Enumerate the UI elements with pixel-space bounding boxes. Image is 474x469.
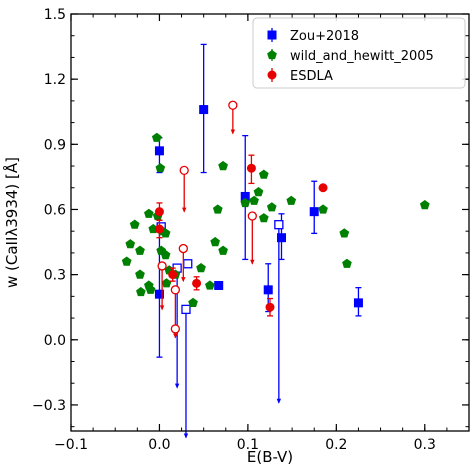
x-tick-label: 0.1 — [237, 437, 259, 453]
upper-limit-arrow — [230, 129, 236, 135]
data-point — [249, 195, 259, 205]
data-point — [266, 202, 277, 212]
y-tick-label: −0.3 — [32, 398, 66, 414]
y-tick-label: 0.0 — [44, 333, 66, 349]
data-point — [145, 284, 156, 294]
data-point — [170, 324, 181, 334]
data-point — [192, 278, 202, 288]
data-point — [183, 259, 193, 269]
legend-box — [252, 17, 466, 89]
data-point — [246, 163, 256, 173]
y-axis-label: w (CaIIλ3934) [Å] — [2, 157, 21, 288]
y-tick-label: 0.3 — [44, 268, 66, 284]
data-point — [339, 228, 350, 238]
data-point — [181, 304, 191, 315]
data-point — [247, 211, 257, 221]
x-axis-label: E(B-V) — [247, 448, 293, 466]
y-tick-label: 0.9 — [44, 137, 66, 153]
upper-limit-arrow — [173, 333, 178, 339]
legend-entry: Zou+2018 — [267, 28, 359, 44]
data-point — [276, 233, 286, 243]
legend-marker — [267, 49, 277, 60]
upper-limit-arrow — [174, 383, 180, 389]
data-point — [218, 160, 228, 171]
data-point — [258, 169, 269, 179]
data-point — [210, 236, 220, 247]
data-point — [136, 286, 146, 297]
data-point — [263, 285, 273, 295]
data-point — [212, 204, 223, 214]
data-point — [135, 269, 145, 279]
data-point — [205, 280, 215, 290]
x-tick-label: 0.3 — [414, 437, 436, 453]
data-point — [419, 200, 430, 210]
legend: Zou+2018 wild_and_hewitt_2005 ESDLA — [252, 17, 466, 89]
data-point — [199, 105, 209, 115]
data-point — [178, 243, 188, 254]
upper-limit-arrow — [183, 433, 189, 439]
data-point — [228, 100, 238, 110]
legend-label: wild_and_hewitt_2005 — [290, 49, 434, 64]
upper-limit-arrow — [182, 207, 187, 213]
x-tick-label: 0.0 — [148, 437, 170, 453]
data-point — [157, 261, 167, 271]
data-point — [154, 146, 164, 156]
axis-ticks: −0.1 0.0 0.1 0.2 0.3 −0.3 0.0 0.3 0.6 0.9 1.2 1.5 — [32, 7, 470, 453]
data-point — [144, 208, 154, 218]
data-point — [258, 213, 269, 223]
data-point — [135, 245, 145, 255]
data-point — [188, 297, 198, 308]
data-point — [218, 245, 228, 255]
data-point — [265, 302, 275, 312]
data-point — [240, 197, 251, 208]
y-tick-label: 1.5 — [44, 7, 66, 23]
data-point — [353, 298, 363, 308]
series-zou-2018 — [154, 43, 363, 439]
upper-limit-arrow — [181, 277, 186, 283]
legend-marker — [267, 70, 277, 80]
legend-marker — [267, 30, 277, 40]
data-point — [318, 204, 328, 214]
data-point — [214, 280, 224, 290]
series-esdla — [154, 100, 328, 339]
data-point — [342, 258, 352, 268]
series-wild-and-hewitt-2005 — [121, 132, 430, 308]
data-point — [318, 183, 328, 193]
x-tick-label: −0.1 — [54, 437, 88, 453]
data-point — [154, 224, 164, 234]
data-point — [154, 289, 164, 299]
legend-label: Zou+2018 — [290, 29, 359, 44]
data-point — [168, 270, 178, 280]
data-point — [151, 132, 162, 142]
data-point — [129, 219, 140, 229]
data-point — [274, 220, 284, 230]
data-point — [125, 239, 136, 249]
y-tick-label: 0.6 — [44, 202, 66, 218]
data-point — [155, 163, 166, 173]
data-point — [160, 250, 171, 260]
upper-limit-arrow — [159, 305, 165, 311]
data-point — [179, 165, 189, 176]
upper-limit-arrow — [276, 398, 282, 404]
data-point — [170, 285, 181, 295]
legend-label: ESDLA — [290, 69, 333, 84]
x-tick-label: 0.2 — [325, 437, 347, 453]
legend-entry: ESDLA — [267, 68, 333, 84]
upper-limit-arrow — [250, 259, 255, 265]
chart-marks — [121, 43, 430, 439]
data-point — [286, 195, 297, 205]
data-point — [154, 207, 164, 217]
legend-entry: wild_and_hewitt_2005 — [267, 49, 434, 64]
data-point — [196, 263, 206, 273]
data-point — [309, 207, 319, 217]
y-tick-label: 1.2 — [44, 72, 66, 88]
data-point — [253, 187, 264, 197]
data-point — [121, 256, 132, 266]
